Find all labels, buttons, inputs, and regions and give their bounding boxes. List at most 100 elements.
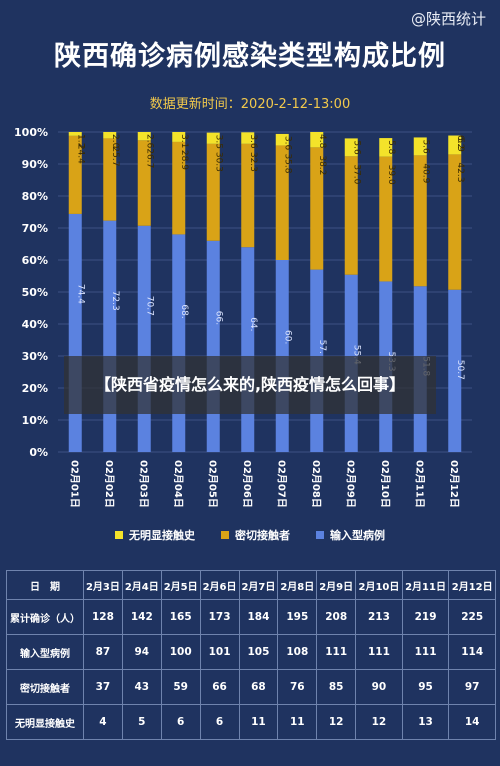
bar-value-label: 66. [213, 311, 223, 325]
bar-segment [448, 154, 462, 290]
bar-value-label: 64. [248, 317, 258, 331]
y-tick-label: 30% [22, 350, 48, 363]
table-cell: 5 [121, 704, 162, 740]
bar-segment [379, 156, 393, 282]
table-row: 无明显接触史 4 5 6 6 11 11 12 12 13 14 [6, 704, 496, 740]
y-tick-label: 40% [22, 318, 48, 331]
row-label: 无明显接触史 [6, 704, 84, 740]
bar-value-label: 40.9 [420, 163, 430, 183]
table-row: 输入型病例 87 94 100 101 105 108 111 111 111 … [6, 634, 496, 670]
y-tick-label: 50% [22, 286, 48, 299]
bar-value-label: 55.4 [351, 345, 361, 365]
y-tick-label: 60% [22, 254, 48, 267]
bar-value-label: 3.6 [282, 136, 292, 151]
table-header-cell: 2月7日 [238, 570, 279, 600]
bar-value-label: 72.3 [110, 291, 120, 311]
table-cell: 219 [401, 599, 450, 635]
legend-label: 密切接触者 [235, 529, 290, 542]
x-tick-label: 02月01日 [68, 460, 80, 508]
bar-value-label: 4.8 [317, 134, 327, 149]
page-title: 陕西确诊病例感染类型构成比例 [54, 41, 446, 72]
y-tick-label: 20% [22, 382, 48, 395]
y-tick-label: 100% [14, 126, 48, 139]
table-cell: 4 [83, 704, 123, 740]
table-cell: 11 [277, 704, 318, 740]
y-tick-label: 70% [22, 222, 48, 235]
bar-top-label: 6.2 [455, 135, 465, 149]
table-cell: 225 [448, 599, 496, 635]
bar-value-label: 30.3 [213, 152, 223, 172]
bar-segment [448, 135, 462, 155]
table-cell: 59 [160, 669, 201, 705]
bar-value-label: 70.7 [144, 296, 154, 316]
bar-value-label: 26.7 [144, 148, 154, 168]
legend-item: 输入型病例 [316, 527, 385, 543]
bar-value-label: 38.2 [317, 155, 327, 175]
bar-segment [379, 138, 393, 157]
table-cell: 114 [448, 634, 496, 670]
bar-segment [137, 140, 151, 226]
bar-segment [344, 156, 358, 275]
table-header-cell: 2月9日 [316, 570, 357, 600]
bar-value-label: 2.6 [144, 134, 154, 149]
bar-segment [241, 132, 255, 144]
table-cell: 101 [199, 634, 240, 670]
x-tick-label: 02月07日 [275, 460, 287, 508]
bar-segment [206, 240, 220, 452]
bar-segment [310, 147, 324, 270]
table-row: 密切接触者 37 43 59 66 68 76 85 90 95 97 [6, 669, 496, 705]
x-tick-label: 02月08日 [310, 460, 322, 508]
x-tick-label: 02月02日 [103, 460, 115, 508]
table-header-cell: 2月3日 [83, 570, 123, 600]
table-cell: 43 [121, 669, 162, 705]
x-tick-label: 02月03日 [137, 460, 149, 508]
table-cell: 195 [277, 599, 318, 635]
table-cell: 173 [199, 599, 240, 635]
bar-segment [206, 143, 220, 241]
bar-segment [103, 220, 117, 452]
table-cell: 90 [355, 669, 403, 705]
bar-value-label: 25.7 [110, 146, 120, 166]
x-tick-label: 02月06日 [241, 460, 253, 508]
table-cell: 213 [355, 599, 403, 635]
table-cell: 37 [83, 669, 123, 705]
x-tick-label: 02月04日 [172, 460, 184, 508]
bar-value-label: 60. [282, 330, 292, 344]
legend-item: 密切接触者 [221, 527, 290, 543]
legend-label: 输入型病例 [330, 529, 385, 542]
y-tick-label: 80% [22, 190, 48, 203]
y-tick-label: 10% [22, 414, 48, 427]
table-cell: 87 [83, 634, 123, 670]
x-tick-label: 02月05日 [206, 460, 218, 508]
table-cell: 14 [448, 704, 496, 740]
table-cell: 6 [160, 704, 201, 740]
table-cell: 68 [238, 669, 279, 705]
watermark-logo: @陕西统计 [410, 10, 486, 28]
table-header-cell: 2月12日 [448, 570, 496, 600]
table-cell: 85 [316, 669, 357, 705]
table-cell: 6 [199, 704, 240, 740]
update-time: 数据更新时间：2020-2-12-13:00 [149, 97, 351, 112]
bar-segment [413, 155, 427, 287]
table-header-cell: 2月11日 [401, 570, 450, 600]
legend-swatch-imported [316, 531, 324, 539]
table-cell: 208 [316, 599, 357, 635]
bar-segment [103, 138, 117, 221]
row-label: 输入型病例 [6, 634, 84, 670]
bar-value-label: 3.6 [248, 134, 258, 149]
table-cell: 94 [121, 634, 162, 670]
legend-item: 无明显接触史 [115, 527, 195, 543]
table-cell: 97 [448, 669, 496, 705]
legend: 无明显接触史 密切接触者 输入型病例 [0, 527, 500, 543]
bar-segment [68, 132, 82, 136]
table-cell: 184 [238, 599, 279, 635]
table-header-row: 日 期 2月3日 2月4日 2月5日 2月6日 2月7日 2月8日 2月9日 2… [6, 570, 496, 600]
row-label: 累计确诊（人） [6, 599, 84, 635]
table-cell: 108 [277, 634, 318, 670]
bar-value-label: 35.8 [282, 153, 292, 173]
bar-value-label: 5.8 [386, 140, 396, 155]
stacked-bar-chart: 0% 10% 20% 30% 40% 50% 60% 70% 80% 90% 100% 74.4 24.… [14, 126, 472, 508]
bar-value-label: 3.5 [213, 135, 223, 149]
legend-label: 无明显接触史 [129, 529, 195, 542]
table-row: 累计确诊（人） 128 142 165 173 184 195 208 213 … [6, 599, 496, 635]
